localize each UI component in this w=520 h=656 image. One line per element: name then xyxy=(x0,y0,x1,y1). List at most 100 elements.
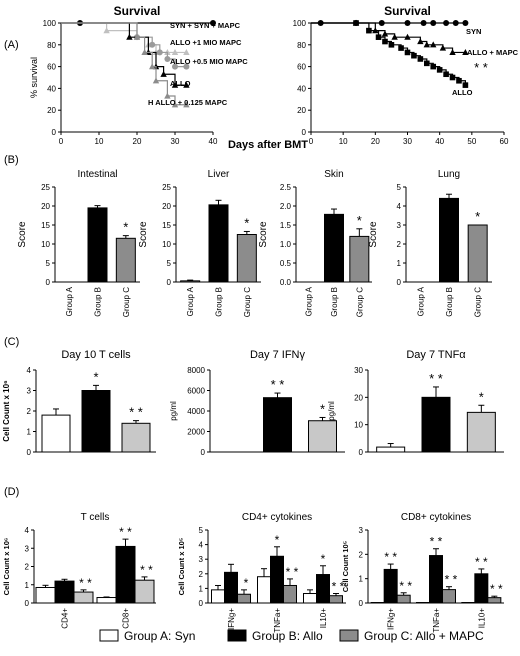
D3-bar xyxy=(474,573,489,604)
survA2-point xyxy=(449,49,456,56)
C2-y-tick-label: 2000 xyxy=(187,428,205,437)
D3-significance: * * xyxy=(490,582,503,596)
survA1-x-tick-label: 30 xyxy=(171,137,180,146)
D1-y-tick-label: 0 xyxy=(25,599,30,608)
C2-y-axis-label: pg/ml xyxy=(169,401,178,421)
legend-label-group-c: Group C: Allo + MAPC xyxy=(364,629,484,643)
survA2-point xyxy=(430,20,437,26)
chart-D2: 0 1 2 3 4 5 Cell Count x 10⁵ CD4+ cytokines * IFN… xyxy=(177,512,346,633)
C3-bar xyxy=(466,411,496,453)
D2-significance: * xyxy=(275,533,280,547)
D3-significance: * * xyxy=(445,573,458,587)
C1-title: Day 10 T cells xyxy=(61,349,131,361)
survA1-point xyxy=(171,49,179,56)
B3-x-tick-label: Group B xyxy=(330,287,339,317)
B4-bar xyxy=(439,197,459,283)
survA1-point xyxy=(160,70,167,77)
B3-significance: * xyxy=(357,213,362,228)
panel-letter-0: (A) xyxy=(4,39,19,51)
D1-bar xyxy=(35,586,56,604)
B1-y-tick-label: 25 xyxy=(41,183,50,192)
survA2-point xyxy=(375,34,382,40)
D3-y-tick-label: 1 xyxy=(359,575,364,584)
survA2-point xyxy=(366,27,372,34)
D2-y-tick-label: 0 xyxy=(199,599,204,608)
survA1-point xyxy=(210,20,216,26)
survA2-series-label: SYN xyxy=(466,27,481,36)
D3-significance: * * xyxy=(430,535,443,549)
D2-y-tick-label: 5 xyxy=(199,526,204,535)
D3-significance: * * xyxy=(399,579,412,593)
survA2-point xyxy=(404,33,411,40)
D1-x-tick-label: CD4+ xyxy=(61,608,70,629)
survA1-y-tick-label: 80 xyxy=(47,41,56,50)
D3-bar xyxy=(383,568,398,604)
B1-y-tick-label: 5 xyxy=(46,259,51,268)
survA1-point xyxy=(183,101,190,108)
survA2-y-tick-label: 40 xyxy=(297,84,306,93)
survA1-series-label: ALLO +1 MIO MAPC xyxy=(170,38,242,47)
D1-bar xyxy=(134,579,155,604)
legend-swatch-group-c xyxy=(339,629,359,642)
B3-y-tick-label: 2.5 xyxy=(280,183,292,192)
survA2-point xyxy=(462,49,469,56)
D2-title: CD4+ cytokines xyxy=(242,512,312,523)
survA2-point xyxy=(382,38,388,45)
survA1-point xyxy=(149,63,156,70)
chart-B4: 0 1 2 3 4 5 Score Lung Group A Group B * Group C xyxy=(368,169,492,317)
C1-bar xyxy=(41,414,71,453)
B1-y-tick-label: 0 xyxy=(46,278,51,287)
survA1-series-label: H ALLO + 0.125 MAPC xyxy=(148,98,228,107)
chart-survA2: 0 20 40 60 80 100 0 10 20 30 40 50 60 Survival SYN ALLO… xyxy=(293,4,519,146)
C1-bar xyxy=(81,390,111,453)
D2-y-tick-label: 2 xyxy=(199,570,204,579)
survA1-y-tick-label: 100 xyxy=(43,19,57,28)
B2-bar xyxy=(208,204,229,283)
survA2-point xyxy=(462,20,469,26)
C3-y-tick-label: 30 xyxy=(354,366,363,375)
B4-title: Lung xyxy=(438,169,460,180)
C1-significance: * xyxy=(93,369,98,384)
C1-y-axis-label: Cell Count x 10⁶ xyxy=(2,380,11,442)
B3-y-tick-label: 1.5 xyxy=(280,221,292,230)
survA1-point xyxy=(149,41,156,48)
B4-y-tick-label: 2 xyxy=(397,240,402,249)
D3-y-tick-label: 2 xyxy=(359,550,364,559)
survA2-series-label: ALLO xyxy=(452,88,473,97)
B4-bar xyxy=(467,224,488,283)
survA1-y-tick-label: 60 xyxy=(47,63,56,72)
C2-title: Day 7 IFNγ xyxy=(250,349,306,361)
survA2-point xyxy=(381,30,389,37)
survA1-y-tick-label: 20 xyxy=(47,106,56,115)
D2-significance: * xyxy=(321,552,326,566)
panel-letter-2: (C) xyxy=(4,336,19,348)
B1-x-tick-label: Group A xyxy=(65,286,74,316)
D2-bar xyxy=(237,593,251,604)
B1-bar xyxy=(115,237,136,283)
C2-significance: * xyxy=(320,401,325,416)
B3-bar xyxy=(349,235,370,283)
B2-x-tick-label: Group A xyxy=(186,286,195,316)
panel-letter-1: (B) xyxy=(4,154,19,166)
survA2-x-tick-label: 20 xyxy=(371,137,380,146)
survA1-series-line xyxy=(61,22,187,106)
survA1-point xyxy=(171,101,179,108)
survA1-point xyxy=(183,49,190,56)
survA2-point xyxy=(443,20,450,26)
C2-y-tick-label: 4000 xyxy=(187,407,205,416)
D1-y-tick-label: 3 xyxy=(25,544,30,553)
D1-significance: * * xyxy=(119,525,132,539)
chart-B3: 0.0 0.5 1.0 1.5 2.0 2.5 Score Skin Group A Group … xyxy=(258,169,372,317)
D2-bar xyxy=(257,576,271,604)
D1-significance: * * xyxy=(79,576,92,590)
B3-title: Skin xyxy=(324,169,343,180)
B2-y-tick-label: 20 xyxy=(162,202,171,211)
B3-bar xyxy=(324,213,344,283)
B1-y-tick-label: 10 xyxy=(41,240,50,249)
D3-x-tick-label: IL10+ xyxy=(477,608,486,629)
survA2-x-tick-label: 60 xyxy=(500,137,509,146)
survA2-point xyxy=(449,74,456,81)
B4-y-axis-label: Score xyxy=(368,221,379,248)
